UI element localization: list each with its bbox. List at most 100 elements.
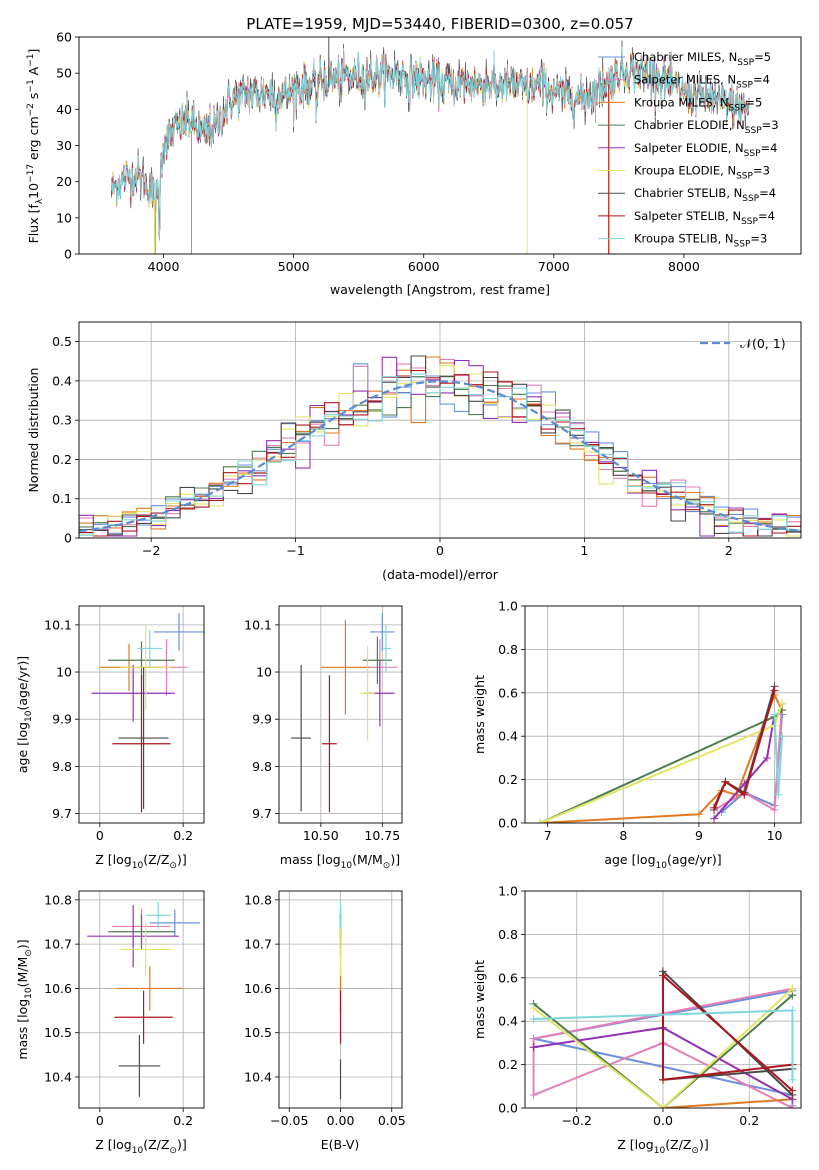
figure-title: PLATE=1959, MJD=53440, FIBERID=0300, z=0… (246, 15, 633, 33)
mass-weight-vs-Z-panel: −0.2 0.0 0.2 0.0 0.2 0.4 0.6 0.8 1.0 Z [log10(Z/Z… (472, 884, 802, 1156)
x-axis-label: E(B-V) (321, 1137, 360, 1152)
label-part: 10 (656, 861, 668, 871)
label-part: SSP (736, 172, 753, 182)
y-tick-label: 9.8 (252, 759, 272, 774)
label-part: 10 (24, 710, 34, 722)
residual-panel: −2 −1 0 1 2 0 0.1 0.2 0.3 0.4 0.5 (data-model)/erro… (26, 321, 802, 582)
y-tick-label: 10.8 (44, 892, 72, 907)
label-part: Z [log (617, 1137, 653, 1152)
label-part: )] (15, 939, 30, 949)
ticks: −0.2 0.0 0.2 0.0 0.2 0.4 0.6 0.8 1.0 (498, 884, 759, 1129)
y-tick-label: 10.6 (44, 981, 72, 996)
label-part: Kroupa MILES, N (634, 95, 729, 109)
y-tick-label: 1.0 (498, 884, 518, 899)
legend-entry: Chabrier ELODIE, NSSP=3 (634, 118, 779, 136)
y-tick-label: 0 (64, 247, 72, 262)
label-part: ⊙ (691, 1146, 699, 1156)
y-tick-label: 30 (56, 138, 72, 153)
histogram-step (79, 370, 801, 537)
y-tick-label: 0.8 (498, 642, 518, 657)
y-tick-label: 9.8 (52, 759, 72, 774)
label-part: SSP (736, 81, 753, 91)
y-tick-label: 10 (256, 665, 272, 680)
x-tick-label: −0.2 (562, 1113, 592, 1128)
x-tick-label: 9 (695, 828, 703, 843)
weight-line (662, 973, 794, 1092)
legend-entry: Chabrier STELIB, NSSP=4 (634, 186, 776, 204)
label-part: (M/M (15, 957, 30, 988)
x-tick-label: −0.05 (270, 1113, 308, 1128)
y-axis-label: age [log10(age/yr)] (15, 656, 34, 773)
weight-line (540, 692, 783, 823)
x-axis-label: mass [log10(M/M⊙)] (280, 852, 400, 871)
mass-vs-EBV-panel: −0.05 0.00 0.05 10.4 10.5 10.6 10.7 10.8 E(B-V) (244, 890, 406, 1152)
y-tick-label: 10.8 (244, 892, 272, 907)
y-tick-label: 60 (56, 30, 72, 45)
weight-line (532, 987, 794, 1108)
plot-area (79, 355, 801, 537)
y-tick-label: 0 (64, 531, 72, 546)
x-tick-label: 0.2 (173, 1113, 193, 1128)
label-part: =4 (759, 186, 776, 200)
y-tick-label: 50 (56, 66, 72, 81)
ticks: −0.05 0.00 0.05 10.4 10.5 10.6 10.7 10.8 (244, 892, 406, 1128)
y-axis-label: mass weight (472, 675, 487, 754)
weight-line (532, 994, 794, 1108)
y-tick-label: 10.1 (244, 617, 272, 632)
label-part: Salpeter STELIB, N (634, 209, 741, 223)
weight-line (713, 714, 776, 820)
y-tick-label: 10.4 (44, 1070, 72, 1085)
y-tick-label: 0.2 (498, 1057, 518, 1072)
label-part: Z [log (95, 1137, 131, 1152)
label-part: E(B-V) (321, 1137, 360, 1152)
x-tick-label: 10.50 (303, 828, 339, 843)
label-part: =4 (753, 73, 770, 87)
label-part: =5 (745, 95, 762, 109)
x-tick-label: 2 (725, 543, 733, 558)
label-part: ] (26, 49, 41, 54)
label-part: −17 (26, 164, 36, 183)
y-tick-label: 0.1 (52, 491, 72, 506)
x-tick-label: 8000 (668, 259, 700, 274)
x-tick-label: 7000 (538, 259, 570, 274)
label-part: SSP (737, 58, 754, 68)
y-tick-label: 10.7 (244, 937, 272, 952)
y-tick-label: 9.9 (52, 712, 72, 727)
label-part: (Z/Z (665, 1137, 691, 1152)
axes-frame (78, 890, 205, 1109)
x-tick-label: 0.2 (739, 1113, 759, 1128)
y-tick-label: 1.0 (498, 599, 518, 614)
label-part: s (26, 93, 41, 104)
x-tick-label: 0 (96, 828, 104, 843)
axes-frame (278, 890, 403, 1109)
y-tick-label: 0.4 (498, 729, 518, 744)
y-tick-label: 0.3 (52, 413, 72, 428)
x-tick-label: 1 (580, 543, 588, 558)
y-tick-label: 40 (56, 102, 72, 117)
spectrum-line (111, 46, 750, 254)
y-tick-label: 10.5 (244, 1025, 272, 1040)
legend-entry: Kroupa MILES, NSSP=5 (634, 95, 762, 113)
label-part: Salpeter MILES, N (634, 73, 736, 87)
y-axis-label: mass [log10(M/M⊙)] (15, 939, 34, 1059)
label-part: (M/M (352, 852, 383, 867)
gaussian-curve (79, 380, 801, 533)
legend-entry: Salpeter STELIB, NSSP=4 (634, 209, 775, 227)
label-part: SSP (742, 194, 759, 204)
axes-frame (278, 605, 403, 824)
y-tick-label: 10.7 (44, 937, 72, 952)
y-tick-label: 9.7 (52, 806, 72, 821)
label-part: )] (177, 852, 187, 867)
y-tick-label: 0.2 (52, 452, 72, 467)
label-part: ⊙ (383, 861, 391, 871)
x-tick-label: −1 (286, 543, 304, 558)
x-axis-label: wavelength [Angstrom, rest frame] (330, 282, 550, 297)
y-tick-label: 0.8 (498, 927, 518, 942)
x-tick-label: 8 (619, 828, 627, 843)
y-axis-label: Flux [fλ10−17 erg cm−2 s−1 A−1] (26, 49, 45, 244)
ticks: 0 0.2 9.7 9.8 9.9 10 10.1 (44, 617, 193, 843)
axes-frame (78, 36, 802, 255)
weight-line (713, 690, 776, 809)
